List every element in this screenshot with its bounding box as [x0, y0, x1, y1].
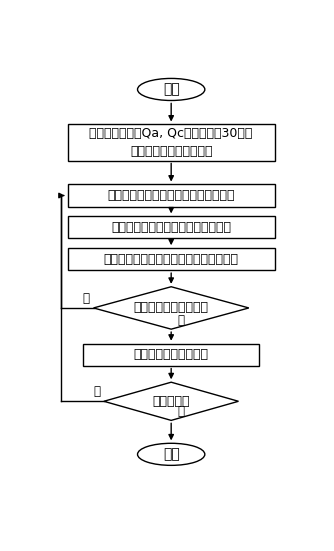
- Bar: [67, 217, 275, 239]
- Ellipse shape: [138, 78, 205, 100]
- Text: 否: 否: [82, 291, 90, 305]
- Bar: [67, 185, 275, 207]
- Text: 根据当前位置及运行速度确定新位置: 根据当前位置及运行速度确定新位置: [111, 221, 231, 234]
- Text: 结束: 结束: [163, 447, 180, 461]
- Bar: [83, 344, 259, 366]
- Text: 是: 是: [178, 314, 185, 327]
- Text: 启动燃料电池功率计算函数，得到适应值: 启动燃料电池功率计算函数，得到适应值: [104, 253, 239, 266]
- Ellipse shape: [138, 444, 205, 466]
- Bar: [67, 125, 275, 160]
- Text: 计算例子运行速度，初始速度为随机数: 计算例子运行速度，初始速度为随机数: [108, 189, 235, 202]
- Bar: [67, 248, 275, 270]
- Text: 初始化例子种群Qa, Qc位置（规檁30），
将此位置记录为最优位置: 初始化例子种群Qa, Qc位置（规檁30）， 将此位置记录为最优位置: [90, 127, 253, 158]
- Text: 是: 是: [178, 406, 185, 418]
- Text: 否: 否: [93, 385, 100, 398]
- Text: 迭代结束？: 迭代结束？: [152, 395, 190, 408]
- Polygon shape: [94, 287, 249, 329]
- Text: 开始: 开始: [163, 83, 180, 96]
- Text: 更新最优位置及适应值: 更新最优位置及适应值: [134, 348, 209, 361]
- Text: 大于历史最优适应值？: 大于历史最优适应值？: [134, 301, 209, 315]
- Polygon shape: [104, 382, 238, 420]
